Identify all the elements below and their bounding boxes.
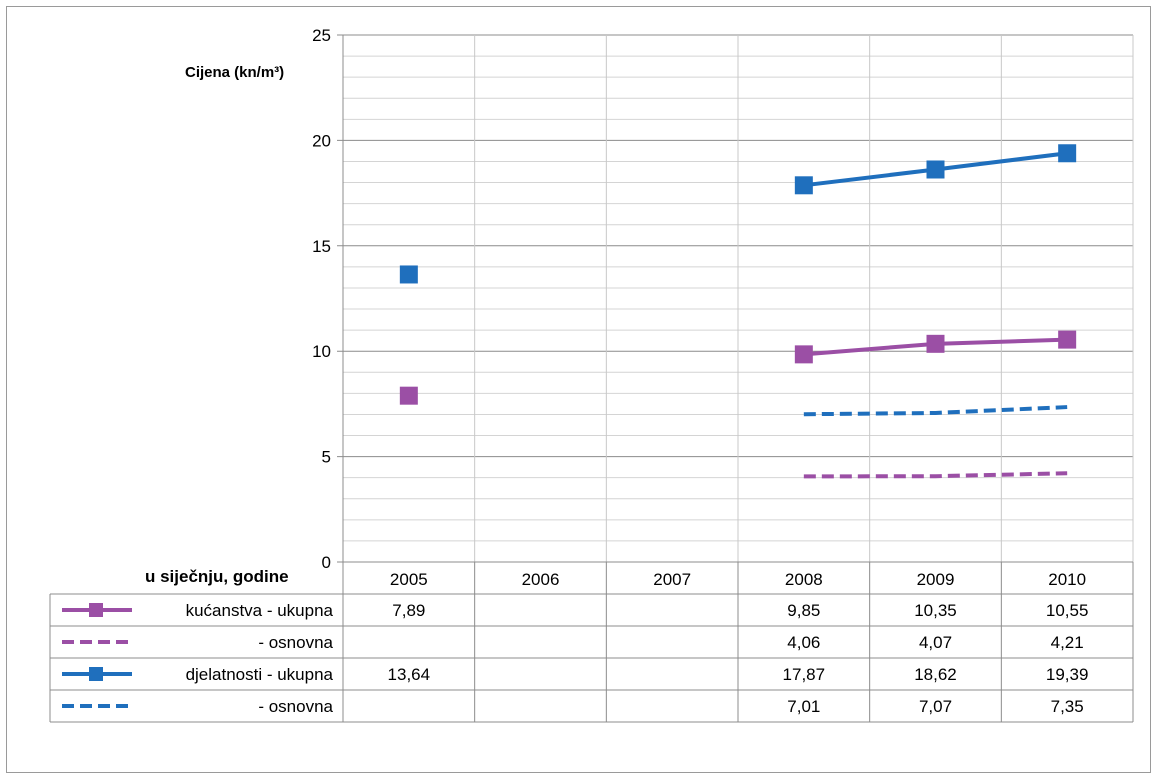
data-table-value: 9,85 [787, 601, 820, 620]
y-tick-label: 15 [312, 237, 331, 256]
data-table-value: 7,35 [1051, 697, 1084, 716]
y-tick-label: 20 [312, 131, 331, 150]
x-tick-label: 2010 [1048, 570, 1086, 589]
x-tick-label: 2005 [390, 570, 428, 589]
legend-label: - osnovna [258, 697, 333, 716]
series-line-3 [803, 405, 1068, 417]
x-tick-label: 2007 [653, 570, 691, 589]
series-line-1 [803, 471, 1068, 479]
data-point-marker [1058, 144, 1077, 163]
data-point-marker [926, 334, 945, 353]
data-table-value: 18,62 [914, 665, 957, 684]
data-table-value: 17,87 [783, 665, 826, 684]
legend-key-marker [89, 603, 103, 617]
data-table-value: 7,89 [392, 601, 425, 620]
legend-label: kućanstva - ukupna [186, 601, 334, 620]
y-tick-label: 0 [322, 553, 331, 572]
data-table-value: 7,07 [919, 697, 952, 716]
data-point-marker [1058, 330, 1077, 349]
chart-frame [6, 6, 1151, 773]
y-axis-title: Cijena (kn/m³) [185, 64, 284, 81]
x-axis-title: u siječnju, godine [145, 567, 289, 586]
y-tick-label: 25 [312, 26, 331, 45]
data-table-value: 10,35 [914, 601, 957, 620]
data-table-value: 4,06 [787, 633, 820, 652]
data-table-value: 4,07 [919, 633, 952, 652]
x-tick-label: 2009 [917, 570, 955, 589]
data-table-value: 13,64 [388, 665, 431, 684]
data-table-value: 7,01 [787, 697, 820, 716]
data-point-marker [794, 176, 813, 195]
legend-label: - osnovna [258, 633, 333, 652]
data-table-value: 4,21 [1051, 633, 1084, 652]
legend-key-marker [89, 667, 103, 681]
data-table-value: 19,39 [1046, 665, 1089, 684]
data-point-marker [399, 265, 418, 284]
data-point-marker [399, 386, 418, 405]
x-tick-label: 2008 [785, 570, 823, 589]
x-tick-label: 2006 [522, 570, 560, 589]
data-point-marker [926, 160, 945, 179]
y-tick-label: 5 [322, 448, 331, 467]
data-point-marker [794, 345, 813, 364]
legend-label: djelatnosti - ukupna [186, 665, 334, 684]
y-tick-label: 10 [312, 342, 331, 361]
data-table-value: 10,55 [1046, 601, 1089, 620]
